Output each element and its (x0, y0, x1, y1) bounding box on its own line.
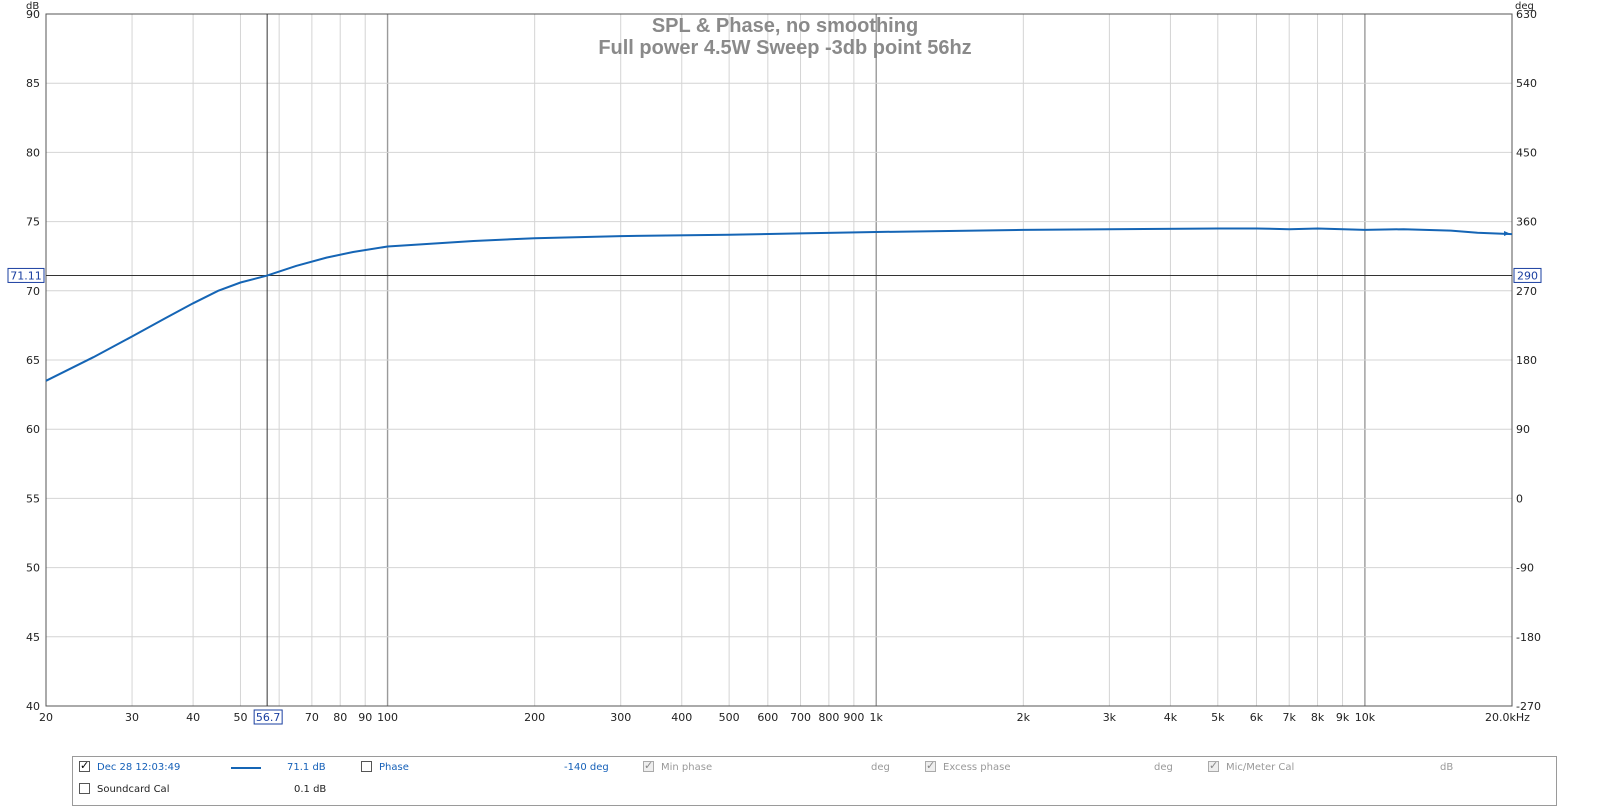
y2-tick-label: -90 (1516, 562, 1534, 575)
y-tick-label: 75 (26, 216, 40, 229)
chart-title: SPL & Phase, no smoothing (652, 15, 918, 37)
measurement-checkbox[interactable]: ✓ (79, 761, 90, 772)
phase-label: Phase (379, 762, 409, 773)
x-tick-label: 800 (818, 711, 839, 724)
y2-tick-label: 540 (1516, 77, 1537, 90)
cursor-y2-readout-box (1513, 267, 1542, 283)
cursor-y-readout: 71.11 (10, 269, 42, 282)
x-tick-label: 200 (524, 711, 545, 724)
y-axis-ticks: 40 45 50 55 60 65 70 75 80 85 90 (26, 8, 40, 713)
checkmark-icon: ✓ (80, 760, 90, 772)
x-tick-label: 70 (305, 711, 319, 724)
x-tick-label: 30 (125, 711, 139, 724)
y2-axis-unit: deg (1515, 1, 1534, 12)
x-tick-label: 600 (757, 711, 778, 724)
y2-tick-label: -270 (1516, 700, 1541, 713)
y-axis-unit: dB (26, 1, 39, 12)
min-phase-label: Min phase (661, 762, 713, 773)
x-tick-label: 20 (39, 711, 53, 724)
chart-subtitle: Full power 4.5W Sweep -3db point 56hz (598, 37, 971, 59)
x-tick-label: 7k (1283, 711, 1297, 724)
grid-lines (46, 13, 1512, 707)
cursor-x-readout: 56.7 (256, 711, 281, 724)
excess-phase-unit: deg (1154, 762, 1173, 773)
x-tick-label: 700 (790, 711, 811, 724)
cursor-crosshair[interactable]: 71.11 290 56.7 (7, 14, 1542, 725)
x-tick-label: 5k (1211, 711, 1225, 724)
y2-tick-label: 270 (1516, 285, 1537, 298)
y-tick-label: 70 (26, 285, 40, 298)
y-tick-label: 60 (26, 423, 40, 436)
y2-tick-label: 0 (1516, 492, 1523, 505)
y2-tick-label: -180 (1516, 631, 1541, 644)
y2-tick-label: 630 (1516, 8, 1537, 21)
series-end-marker (1504, 231, 1510, 236)
x-tick-label: 300 (610, 711, 631, 724)
y-tick-label: 40 (26, 700, 40, 713)
x-tick-label: 4k (1164, 711, 1178, 724)
mic-cal-unit: dB (1440, 762, 1454, 773)
x-tick-label: 6k (1250, 711, 1264, 724)
measurement-name[interactable]: Dec 28 12:03:49 (97, 762, 181, 773)
x-tick-label: 10k (1355, 711, 1376, 724)
x-tick-label: 400 (671, 711, 692, 724)
y-tick-label: 85 (26, 77, 40, 90)
x-axis-unit-label: 20.0kHz (1485, 711, 1530, 724)
x-axis-ticks: 20 30 40 50 70 80 90 100 200 300 400 500 600 700 800 90… (39, 711, 1376, 724)
min-phase-checkbox[interactable]: ✓ (643, 760, 654, 772)
y-tick-label: 80 (26, 146, 40, 159)
x-tick-label: 500 (719, 711, 740, 724)
spl-chart[interactable]: 20 30 40 50 70 80 90 100 200 300 400 500 600 700 800 90… (0, 0, 1617, 760)
y-tick-label: 90 (26, 8, 40, 21)
y2-tick-label: 450 (1516, 146, 1537, 159)
y2-tick-label: 90 (1516, 423, 1530, 436)
x-tick-label: 40 (186, 711, 200, 724)
x-tick-label: 900 (843, 711, 864, 724)
x-tick-label: 1k (870, 711, 884, 724)
y-tick-label: 50 (26, 562, 40, 575)
min-phase-unit: deg (871, 762, 890, 773)
plot-frame (45, 13, 1513, 707)
y2-tick-label: 360 (1516, 216, 1537, 229)
x-tick-label: 80 (333, 711, 347, 724)
x-tick-label: 9k (1336, 711, 1350, 724)
cursor-x-readout-box (253, 709, 283, 725)
soundcard-cal-label: Soundcard Cal (97, 784, 170, 795)
x-tick-label: 3k (1103, 711, 1117, 724)
x-tick-label: 50 (233, 711, 247, 724)
phase-checkbox[interactable] (361, 761, 372, 772)
cursor-y2-readout: 290 (1517, 269, 1538, 282)
x-tick-label: 8k (1311, 711, 1325, 724)
y2-axis-ticks: -270 -180 -90 0 90 180 270 360 450 540 630 (1516, 8, 1541, 713)
y-tick-label: 65 (26, 354, 40, 367)
excess-phase-label: Excess phase (943, 762, 1011, 773)
y-tick-label: 45 (26, 631, 40, 644)
cursor-y-readout-box (7, 267, 45, 283)
mic-cal-label: Mic/Meter Cal (1226, 762, 1295, 773)
excess-phase-checkbox[interactable]: ✓ (925, 760, 936, 772)
phase-value: -140 deg (564, 762, 609, 773)
x-tick-label: 100 (377, 711, 398, 724)
mic-cal-checkbox[interactable]: ✓ (1208, 760, 1219, 772)
y2-tick-label: 180 (1516, 354, 1537, 367)
spl-curve (45, 227, 1513, 382)
soundcard-cal-checkbox[interactable] (79, 783, 90, 794)
soundcard-cal-value: 0.1 dB (294, 784, 327, 795)
x-tick-label: 2k (1017, 711, 1031, 724)
x-tick-label: 90 (358, 711, 372, 724)
y-tick-label: 55 (26, 492, 40, 505)
series-line-swatch (231, 767, 261, 769)
measurement-value: 71.1 dB (287, 762, 326, 773)
